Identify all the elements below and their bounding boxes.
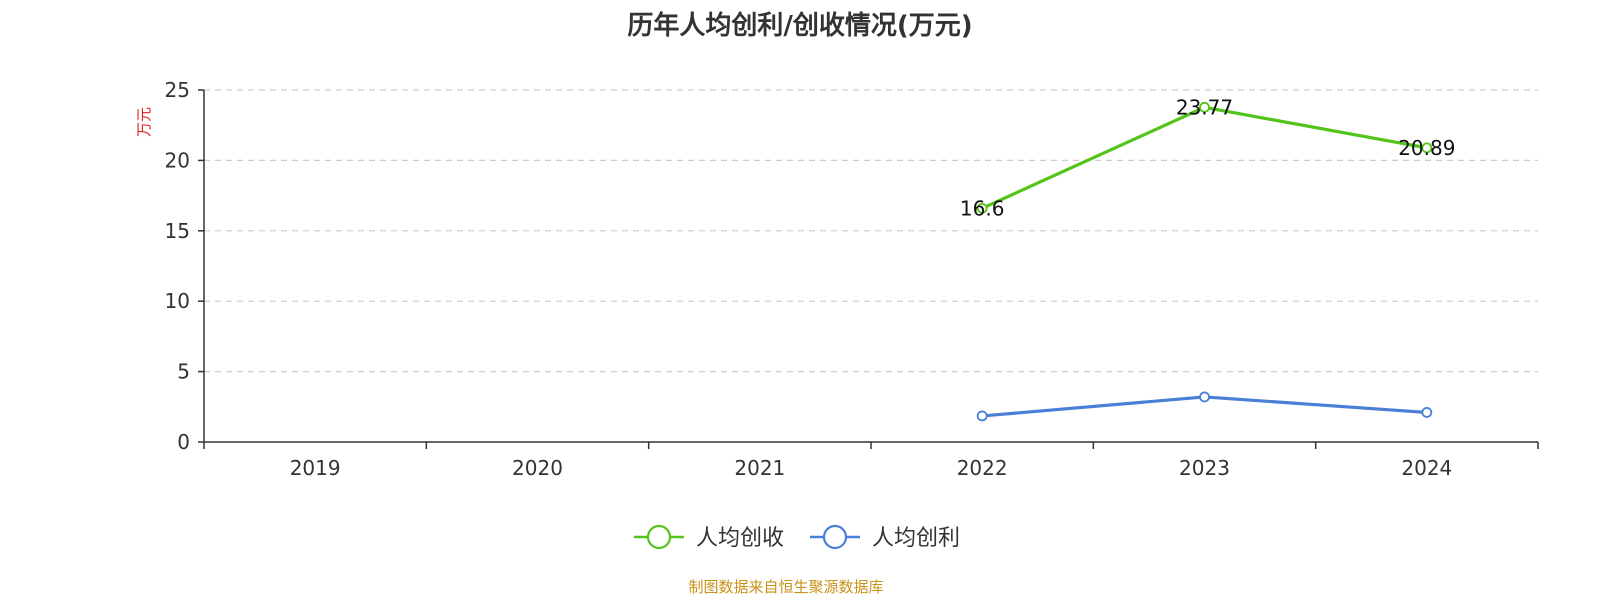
- x-tick-label: 2021: [734, 456, 785, 480]
- y-tick-label: 25: [165, 78, 190, 102]
- data-point[interactable]: [976, 410, 988, 422]
- y-tick-label: 10: [165, 289, 190, 313]
- axes: 0 5 10 15 20 25 2019 2020 2021 2022 2023 2024: [165, 78, 1539, 480]
- y-axis-label: 万元: [135, 107, 153, 137]
- data-point[interactable]: [1199, 391, 1210, 403]
- y-tick-label: 5: [177, 360, 190, 384]
- data-label: 20.89: [1398, 136, 1455, 160]
- legend[interactable]: 人均创收 人均创利: [634, 524, 960, 551]
- legend-label-0[interactable]: 人均创收: [696, 526, 784, 551]
- y-tick-label: 0: [177, 430, 190, 454]
- legend-label-1[interactable]: 人均创利: [872, 526, 960, 551]
- x-tick-label: 2024: [1401, 456, 1452, 480]
- y-tick-label: 20: [165, 148, 190, 172]
- series-lines: [976, 101, 1433, 422]
- data-point[interactable]: [976, 202, 988, 214]
- legend-marker-1[interactable]: [822, 524, 848, 550]
- data-label: 23.77: [1176, 95, 1233, 119]
- x-tick-label: 2023: [1179, 456, 1230, 480]
- legend-marker-0[interactable]: [646, 524, 672, 550]
- series-line-0: [981, 105, 1428, 210]
- data-point[interactable]: [1421, 407, 1433, 418]
- y-tick-label: 15: [165, 219, 190, 243]
- chart-title: 历年人均创利/创收情况(万元): [627, 10, 972, 41]
- x-tick-label: 2019: [290, 456, 341, 480]
- grid-lines: [204, 89, 1538, 373]
- data-point[interactable]: [1199, 101, 1210, 113]
- data-label: 16.6: [960, 196, 1005, 220]
- data-point[interactable]: [1421, 142, 1433, 154]
- data-labels: 16.6 23.77 20.89: [960, 95, 1456, 220]
- x-tick-label: 2020: [512, 456, 563, 480]
- x-tick-label: 2022: [957, 456, 1008, 480]
- source-note: 制图数据来自恒生聚源数据库: [688, 578, 883, 596]
